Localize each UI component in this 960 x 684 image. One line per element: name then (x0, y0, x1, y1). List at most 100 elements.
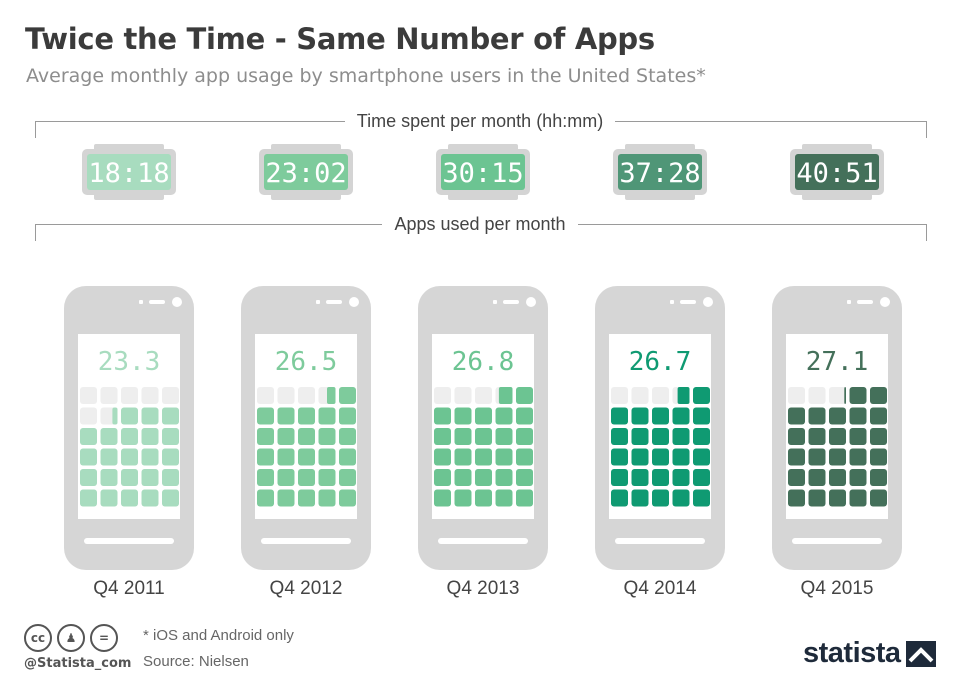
app-cell-filled (672, 407, 690, 425)
app-cell-filled (693, 489, 710, 507)
app-cell-filled (298, 469, 315, 486)
app-cell-filled (495, 489, 513, 507)
phone-speaker (326, 300, 342, 304)
app-cell-filled (849, 407, 867, 425)
app-cell-filled (788, 469, 805, 486)
app-cell-filled (631, 489, 649, 507)
app-cell-filled (318, 407, 336, 425)
app-cell-filled (141, 448, 159, 466)
apps-count-value: 27.1 (806, 347, 869, 377)
app-cell-filled (631, 407, 649, 425)
phone-sensor (316, 300, 320, 304)
app-cell-filled (162, 407, 179, 425)
clock-time-value: 18:18 (88, 158, 169, 189)
app-cell-filled (672, 428, 690, 445)
app-cell-filled (257, 407, 274, 425)
app-cell-filled (849, 448, 867, 466)
app-cell-empty (454, 387, 472, 404)
app-cell-empty (298, 387, 315, 404)
app-cell-empty (80, 387, 97, 404)
app-cell-filled (870, 469, 887, 486)
app-cell-filled (121, 407, 138, 425)
app-cell-filled (475, 448, 492, 466)
app-cell-partial (112, 407, 118, 425)
app-cell-filled (516, 387, 533, 404)
app-cell-empty (611, 387, 628, 404)
app-cell-filled (454, 448, 472, 466)
apps-count-value: 26.7 (629, 347, 692, 377)
apps-count-value: 26.5 (275, 347, 338, 377)
app-cell-filled (298, 489, 315, 507)
app-cell-empty (829, 387, 846, 404)
app-cell-filled (808, 489, 826, 507)
app-cell-filled (339, 428, 356, 445)
app-cell-filled (788, 448, 805, 466)
quarter-label: Q4 2013 (447, 578, 520, 599)
quarter-label: Q4 2015 (801, 578, 874, 599)
app-cell-filled (808, 428, 826, 445)
app-cell-empty (121, 387, 138, 404)
clock-time-value: 37:28 (619, 158, 700, 189)
app-cell-filled (298, 428, 315, 445)
app-cell-filled (141, 407, 159, 425)
app-cell-filled (611, 448, 628, 466)
app-cell-empty (277, 387, 295, 404)
app-cell-filled (693, 428, 710, 445)
app-cell-filled (339, 448, 356, 466)
phone-home-bar (84, 538, 174, 544)
app-cell-filled (162, 489, 179, 507)
quarter-label: Q4 2014 (624, 578, 697, 599)
statista-logo[interactable]: statista (803, 637, 901, 669)
apps-count-value: 23.3 (98, 347, 161, 377)
apps-count-value: 26.8 (452, 347, 515, 377)
app-cell-filled (611, 428, 628, 445)
app-cell-filled (808, 469, 826, 486)
app-cell-filled (693, 407, 710, 425)
phone-speaker (680, 300, 696, 304)
chart-title: Twice the Time - Same Number of Apps (25, 22, 655, 56)
app-cell-filled (339, 469, 356, 486)
phone-home-bar (615, 538, 705, 544)
phone-camera (526, 297, 536, 307)
phone-sensor (493, 300, 497, 304)
app-cell-empty (808, 387, 826, 404)
app-cell-filled (870, 489, 887, 507)
app-cell-filled (652, 407, 669, 425)
phone-camera (703, 297, 713, 307)
phone-camera (880, 297, 890, 307)
app-cell-filled (808, 448, 826, 466)
app-cell-filled (516, 489, 533, 507)
app-cell-filled (788, 428, 805, 445)
app-cell-filled (611, 489, 628, 507)
app-cell-filled (631, 428, 649, 445)
statista-handle[interactable]: @Statista_com (24, 656, 132, 671)
phone-screen (786, 334, 888, 519)
app-cell-filled (495, 469, 513, 486)
app-cell-filled (693, 469, 710, 486)
app-cell-filled (495, 407, 513, 425)
app-cell-filled (870, 448, 887, 466)
app-cell-filled (162, 469, 179, 486)
app-cell-filled (829, 428, 846, 445)
phone-sensor (670, 300, 674, 304)
app-cell-empty (162, 387, 179, 404)
app-cell-filled (516, 407, 533, 425)
app-cell-filled (788, 489, 805, 507)
app-cell-empty (80, 407, 97, 425)
app-cell-filled (339, 407, 356, 425)
app-cell-filled (693, 387, 710, 404)
phone-screen (609, 334, 711, 519)
apps-section-label: Apps used per month (0, 214, 960, 235)
app-cell-filled (611, 407, 628, 425)
app-cell-filled (631, 469, 649, 486)
app-cell-empty (100, 387, 118, 404)
statista-logo-icon (906, 641, 936, 667)
phone-sensor (139, 300, 143, 304)
app-cell-filled (257, 469, 274, 486)
app-cell-filled (870, 428, 887, 445)
app-cell-filled (652, 448, 669, 466)
phone-camera (349, 297, 359, 307)
app-cell-filled (434, 448, 451, 466)
app-cell-filled (162, 428, 179, 445)
app-cell-empty (788, 387, 805, 404)
